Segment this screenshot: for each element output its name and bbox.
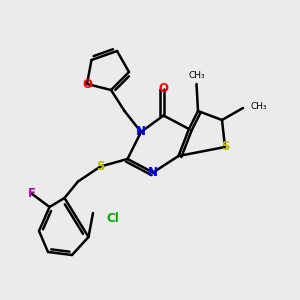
- Text: S: S: [96, 160, 105, 173]
- Text: CH₃: CH₃: [188, 70, 205, 80]
- Text: S: S: [221, 140, 229, 154]
- Text: N: N: [136, 125, 146, 139]
- Text: O: O: [158, 82, 169, 95]
- Text: N: N: [148, 166, 158, 179]
- Text: F: F: [28, 187, 35, 200]
- Text: CH₃: CH₃: [250, 102, 267, 111]
- Text: O: O: [82, 77, 92, 91]
- Text: Cl: Cl: [106, 212, 119, 226]
